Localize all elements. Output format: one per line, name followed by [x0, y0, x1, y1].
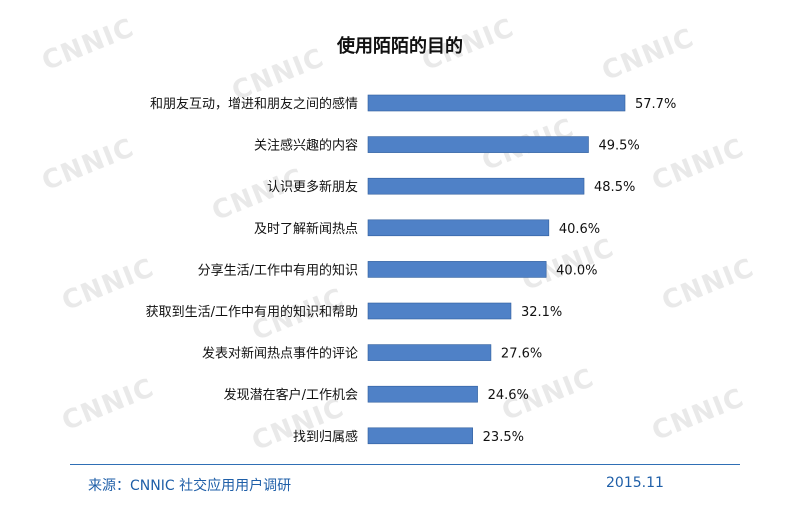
category-label: 发表对新闻热点事件的评论	[202, 346, 358, 362]
category-label: 找到归属感	[293, 429, 358, 445]
bar	[367, 344, 492, 361]
footer-divider	[70, 464, 740, 465]
value-label: 27.6%	[501, 347, 542, 362]
category-label: 分享生活/工作中有用的知识	[198, 262, 358, 278]
value-label: 57.7%	[635, 97, 676, 112]
value-label: 24.6%	[488, 388, 529, 403]
bar	[367, 177, 585, 195]
category-label: 和朋友互动，增进和朋友之间的感情	[150, 96, 358, 112]
bar	[367, 427, 473, 445]
bar-chart: 和朋友互动，增进和朋友之间的感情 57.7% 关注感兴趣的内容 49.5% 认识更多新朋…	[146, 94, 676, 445]
value-label: 23.5%	[483, 430, 524, 445]
report-date: 2015.11	[606, 475, 664, 491]
category-label: 及时了解新闻热点	[254, 221, 358, 237]
source-note: 来源：CNNIC 社交应用用户调研	[88, 478, 292, 494]
value-label: 49.5%	[598, 139, 639, 154]
chart-title: 使用陌陌的目的	[337, 36, 463, 57]
bar	[367, 261, 547, 278]
bar	[367, 136, 589, 153]
value-label: 40.0%	[556, 263, 597, 278]
value-label: 40.6%	[559, 222, 600, 237]
bar	[367, 94, 626, 112]
bar	[367, 302, 512, 320]
bar	[367, 219, 550, 237]
value-label: 48.5%	[594, 180, 635, 195]
category-label: 发现潜在客户/工作机会	[224, 387, 358, 403]
value-label: 32.1%	[521, 305, 562, 320]
category-label: 获取到生活/工作中有用的知识和帮助	[146, 304, 358, 320]
category-label: 认识更多新朋友	[267, 179, 358, 195]
category-label: 关注感兴趣的内容	[254, 138, 358, 154]
bar	[367, 385, 478, 403]
